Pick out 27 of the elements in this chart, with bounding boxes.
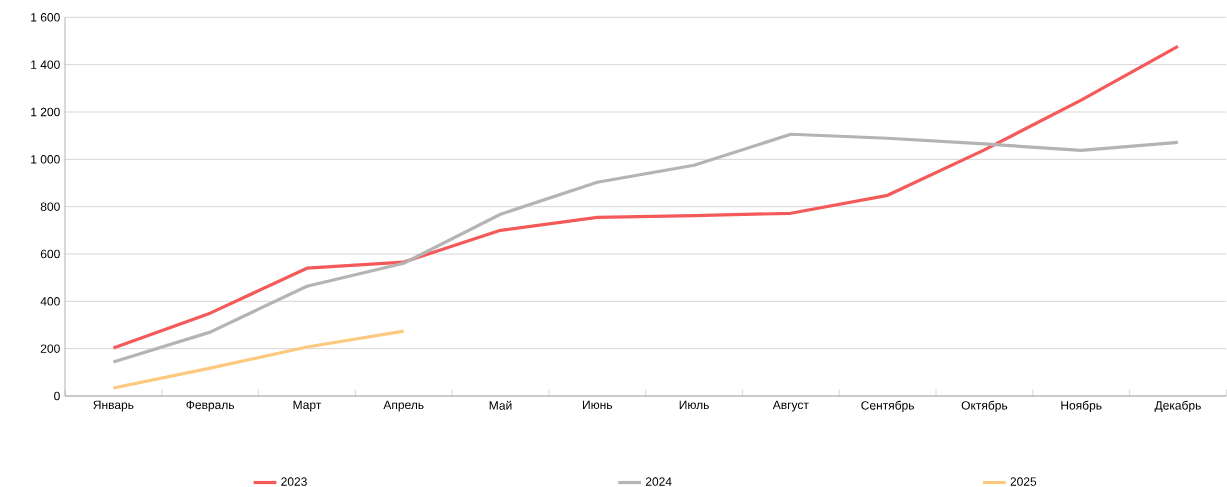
x-tick-label: Июль <box>679 400 709 410</box>
line-series <box>111 329 406 390</box>
x-tick-label: Август <box>772 400 809 412</box>
x-tick-label: Февраль <box>186 400 235 412</box>
y-tick-label: 400 <box>40 297 60 306</box>
x-tick-label: Декабрь <box>1154 400 1201 412</box>
y-tick-label: 200 <box>40 344 60 353</box>
line-series <box>111 44 1180 350</box>
y-tick-label: 600 <box>40 249 60 259</box>
y-tick-label: 1 200 <box>31 107 60 117</box>
x-tick-label: Ноябрь <box>1061 400 1102 412</box>
x-tick-label: Январь <box>93 400 134 412</box>
legend-label: 2024 <box>645 477 672 486</box>
y-tick-label: 800 <box>40 202 60 211</box>
x-tick-label: Апрель <box>383 400 424 412</box>
line-series <box>111 132 1180 364</box>
y-tick-label: 1 600 <box>31 13 60 22</box>
x-tick-label: Октябрь <box>961 400 1008 412</box>
x-tick-label: Май <box>489 400 512 410</box>
y-tick-label: 1 000 <box>31 155 60 164</box>
legend-label: 2023 <box>281 477 307 486</box>
y-tick-label: 0 <box>54 391 60 401</box>
x-tick-label: Сентябрь <box>861 400 915 412</box>
y-tick-label: 1 400 <box>31 60 60 69</box>
legend-label: 2025 <box>1010 477 1037 486</box>
x-tick-label: Июнь <box>583 400 613 410</box>
x-tick-label: Март <box>293 400 322 412</box>
